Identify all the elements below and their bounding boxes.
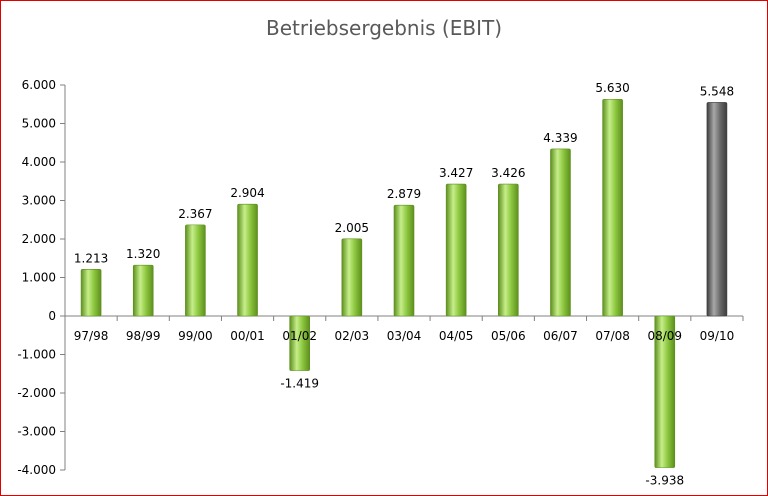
bar-03-04 <box>393 204 415 317</box>
data-label: -3.938 <box>645 474 684 488</box>
y-tick-label: 5.000 <box>22 117 56 131</box>
bar-99-00 <box>185 224 206 317</box>
x-tick-label: 06/07 <box>543 329 578 343</box>
data-label: 5.630 <box>595 81 629 95</box>
bar-00-01 <box>237 203 258 317</box>
data-label: -1.419 <box>280 377 319 391</box>
data-label: 1.320 <box>126 247 160 261</box>
y-tick-label: -3.000 <box>17 425 56 439</box>
x-tick-label: 09/10 <box>700 329 735 343</box>
y-tick-label: 1.000 <box>22 271 56 285</box>
bar-09-10 <box>706 102 728 317</box>
x-tick-label: 98/99 <box>126 329 161 343</box>
data-label: 3.426 <box>491 166 525 180</box>
bar-98-99 <box>132 264 154 317</box>
data-label: 1.213 <box>74 251 108 265</box>
data-label: 4.339 <box>543 131 577 145</box>
x-tick-label: 99/00 <box>178 329 213 343</box>
bar-05-06 <box>498 183 519 317</box>
x-tick-label: 05/06 <box>491 329 526 343</box>
x-tick-label: 07/08 <box>595 329 630 343</box>
bar-01-02 <box>289 315 310 371</box>
y-tick-label: -1.000 <box>17 348 56 362</box>
bar-02-03 <box>341 238 363 317</box>
x-tick-label: 08/09 <box>647 329 682 343</box>
y-tick-label: -2.000 <box>17 386 56 400</box>
y-tick-label: 2.000 <box>22 232 56 246</box>
data-label: 5.548 <box>700 84 734 98</box>
bar-06-07 <box>550 148 571 317</box>
bar-07-08 <box>602 98 623 317</box>
y-tick-label: -4.000 <box>17 463 56 477</box>
x-tick-label: 04/05 <box>439 329 474 343</box>
data-label: 2.367 <box>178 207 212 221</box>
x-tick-label: 97/98 <box>74 329 109 343</box>
x-tick-label: 03/04 <box>387 329 422 343</box>
data-label: 2.904 <box>230 186 264 200</box>
data-label: 3.427 <box>439 166 473 180</box>
y-tick-label: 6.000 <box>22 78 56 92</box>
y-tick-label: 3.000 <box>22 194 56 208</box>
bar-97-98 <box>80 268 102 317</box>
x-tick-label: 01/02 <box>282 329 317 343</box>
data-label: 2.005 <box>335 221 369 235</box>
bar-04-05 <box>445 183 467 317</box>
chart-title: Betriebsergebnis (EBIT) <box>266 16 502 40</box>
bars <box>80 98 728 468</box>
bar-08-09 <box>654 315 676 468</box>
x-tick-label: 00/01 <box>230 329 265 343</box>
data-labels: 97/98 1.213 98/99 1.320 99/00 2.367 00/01 2.904… <box>74 81 734 487</box>
y-tick-label: 0 <box>48 309 56 323</box>
x-tick-label: 02/03 <box>335 329 370 343</box>
data-label: 2.879 <box>387 187 421 201</box>
y-tick-label: 4.000 <box>22 155 56 169</box>
axes: -4.000 -3.000 -2.000 -1.000 0 1.000 2.000 3.000… <box>17 78 744 477</box>
